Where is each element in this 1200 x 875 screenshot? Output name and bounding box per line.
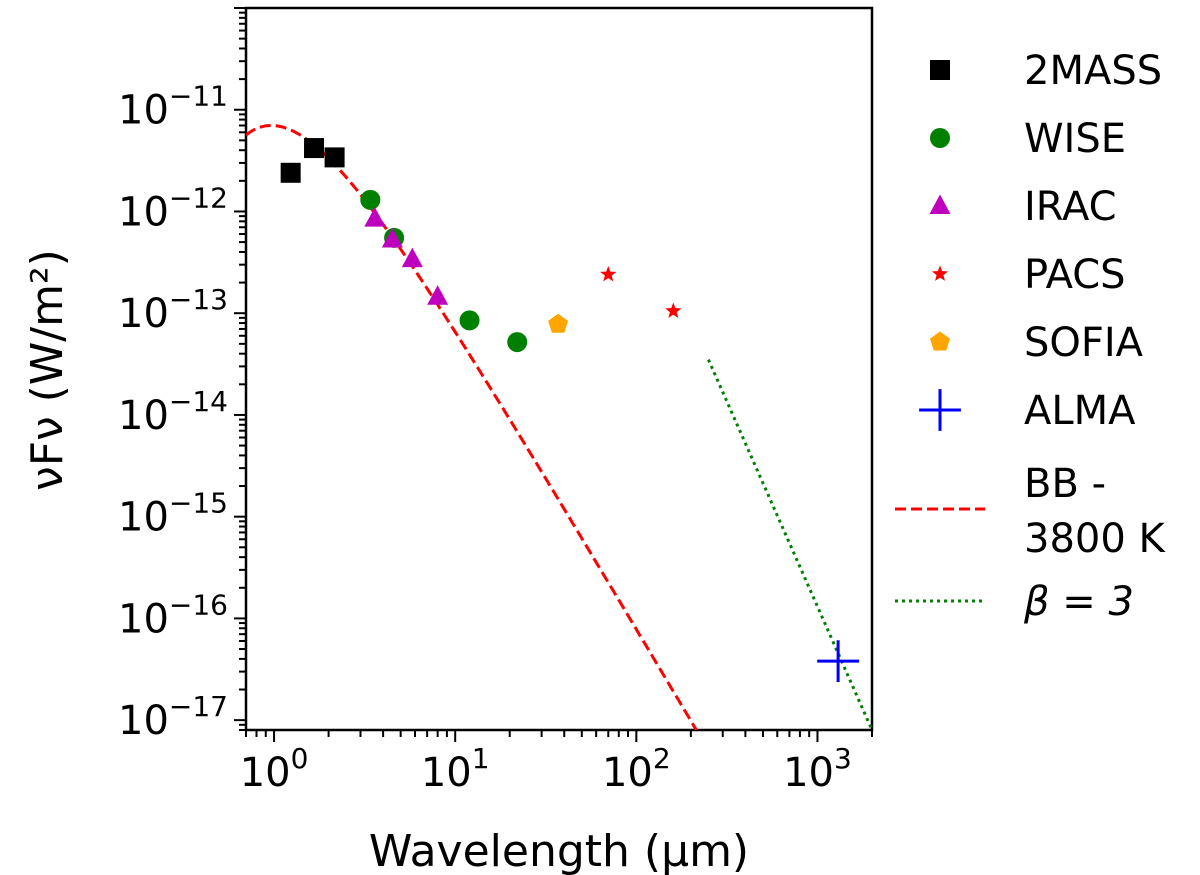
axis-ticks [234,7,873,742]
x-tick-label: 100 [240,742,309,796]
wise-point [507,332,528,353]
alma-point [817,640,860,683]
2mass-point [324,147,345,168]
legend-wise-label: WISE [1024,116,1126,162]
beta-power-law-line [707,358,872,730]
tick-labels: 100 101 102 103 10−17 10−16 10−15 10−14 10−13 10−… [118,80,852,796]
legend-irac-label: IRAC [1024,184,1117,230]
x-tick-label: 103 [783,742,852,796]
y-tick-label: 10−12 [118,181,228,235]
plot-frame [244,6,874,732]
sofia-point [548,313,569,333]
model-curves [246,124,872,730]
irac-point [364,207,386,227]
2mass-point [304,138,325,159]
x-tick-label: 102 [602,742,671,796]
irac-point [381,228,403,248]
y-tick-label: 10−16 [118,588,228,642]
legend-sofia-marker [930,331,950,351]
y-tick-label: 10−11 [118,80,228,134]
legend-blackbody-label: BB -3800 K [1024,461,1167,562]
wise-point [459,310,480,331]
legend-pacs-label: PACS [1024,252,1126,298]
legend: 2MASS WISE IRAC PACS SOFIA ALMA BB -3800 K β = … [895,48,1167,625]
irac-point [401,247,423,268]
legend-pacs-marker [931,265,949,281]
y-tick-label: 10−17 [118,690,228,744]
legend-alma-marker [919,389,961,431]
x-tick-label: 101 [421,742,490,796]
pacs-point [665,302,682,318]
x-axis-label-text: Wavelength (μm) [369,826,749,875]
legend-sofia-label: SOFIA [1024,320,1144,366]
blackbody-curve [246,124,699,730]
legend-2mass-marker [930,60,950,80]
legend-irac-marker [929,194,951,214]
y-tick-label: 10−14 [118,385,228,439]
y-axis-label: νFν (W/m²) [22,249,73,491]
pacs-point [600,266,617,282]
legend-beta-label: β = 3 [1023,579,1134,625]
y-tick-label: 10−13 [118,283,228,337]
data-markers [280,138,860,683]
irac-point [427,285,449,305]
y-axis-label-text: νFν (W/m²) [22,249,73,491]
y-tick-label: 10−15 [118,487,228,541]
wise-point [360,189,381,210]
2mass-point [280,162,301,183]
x-axis-label: Wavelength (μm) [369,826,749,875]
legend-2mass-label: 2MASS [1024,48,1162,94]
legend-wise-marker [930,128,950,148]
legend-alma-label: ALMA [1024,388,1136,434]
